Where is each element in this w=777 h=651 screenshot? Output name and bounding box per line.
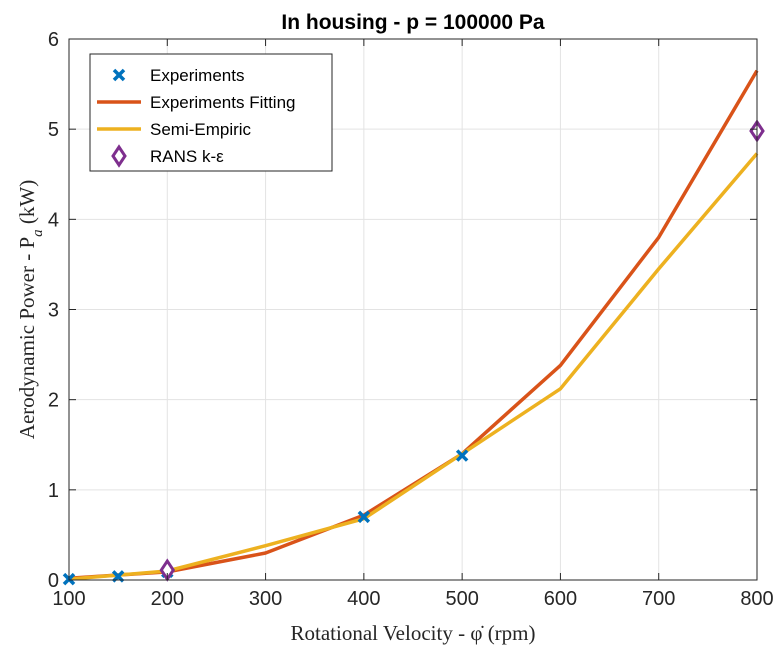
series-line-semi-empiric — [68, 152, 759, 581]
x-tick-label: 600 — [544, 588, 577, 610]
data-point-experiments — [455, 449, 469, 462]
x-tick-label: 500 — [445, 588, 478, 610]
y-axis-label: Aerodynamic Power - Pa (kW) — [15, 180, 46, 439]
x-tick-label: 700 — [642, 588, 675, 610]
x-tick-label: 300 — [249, 588, 282, 610]
legend-entry-rans-k-: RANS k-ε — [111, 144, 224, 168]
legend-label: Semi-Empiric — [150, 120, 252, 139]
legend-entry-experiments: Experiments — [112, 66, 244, 85]
y-axis-label-main: Aerodynamic Power - P — [15, 237, 39, 439]
y-tick-label: 2 — [48, 390, 59, 412]
x-tick-label: 100 — [52, 588, 85, 610]
y-axis-label-subscript: a — [30, 229, 46, 237]
x-tick-label: 200 — [151, 588, 184, 610]
ticks: 100 200 300 400 500 600 700 800 0 1 2 3 4 5 6 — [48, 29, 774, 610]
marker-stroke — [112, 68, 126, 82]
legend: Experiments Experiments Fitting Semi-Empir… — [89, 53, 333, 172]
marker-stroke — [455, 449, 469, 462]
y-tick-label: 6 — [48, 29, 59, 51]
chart-title: In housing - p = 100000 Pa — [281, 11, 544, 34]
legend-label: Experiments Fitting — [150, 93, 296, 112]
y-tick-label: 0 — [48, 570, 59, 592]
y-tick-label: 3 — [48, 300, 59, 322]
legend-label: Experiments — [150, 66, 244, 85]
legend-swatch — [111, 144, 127, 168]
marker-stroke — [357, 510, 371, 524]
y-tick-label: 4 — [48, 209, 59, 231]
legend-label: RANS k-ε — [150, 147, 224, 166]
grid — [69, 39, 757, 580]
data-point-experiments — [357, 510, 371, 524]
y-tick-label: 1 — [48, 480, 59, 502]
series-layer — [62, 69, 765, 586]
y-axis-label-unit: (kW) — [15, 180, 39, 230]
x-axis-label: Rotational Velocity - φ̇ (rpm) — [290, 621, 535, 645]
legend-entry-experiments-fitting: Experiments Fitting — [97, 93, 296, 112]
legend-entry-semi-empiric: Semi-Empiric — [97, 120, 252, 139]
y-tick-label: 5 — [48, 119, 59, 141]
x-tick-label: 800 — [740, 588, 773, 610]
legend-swatch — [112, 68, 126, 82]
legend-box — [89, 53, 333, 172]
x-tick-label: 400 — [347, 588, 380, 610]
